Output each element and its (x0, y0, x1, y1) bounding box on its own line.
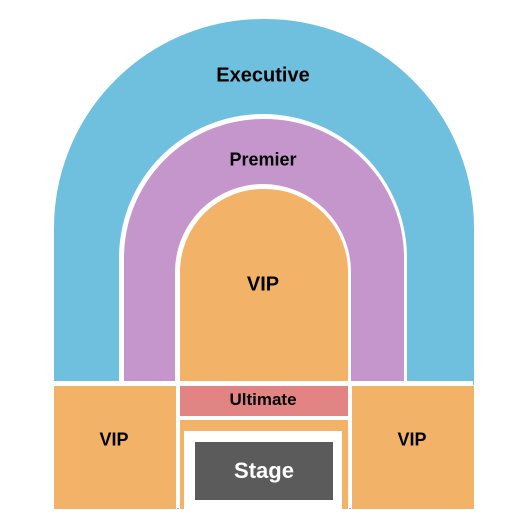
label-vip-left: VIP (99, 430, 128, 451)
label-vip-center: VIP (247, 274, 279, 297)
label-premier: Premier (229, 150, 296, 171)
seating-chart: Stage Executive Premier VIP Ultimate VIP VIP (0, 0, 525, 525)
label-vip-right: VIP (397, 430, 426, 451)
stage: Stage (194, 441, 334, 501)
label-ultimate: Ultimate (229, 390, 296, 410)
label-executive: Executive (216, 65, 309, 88)
